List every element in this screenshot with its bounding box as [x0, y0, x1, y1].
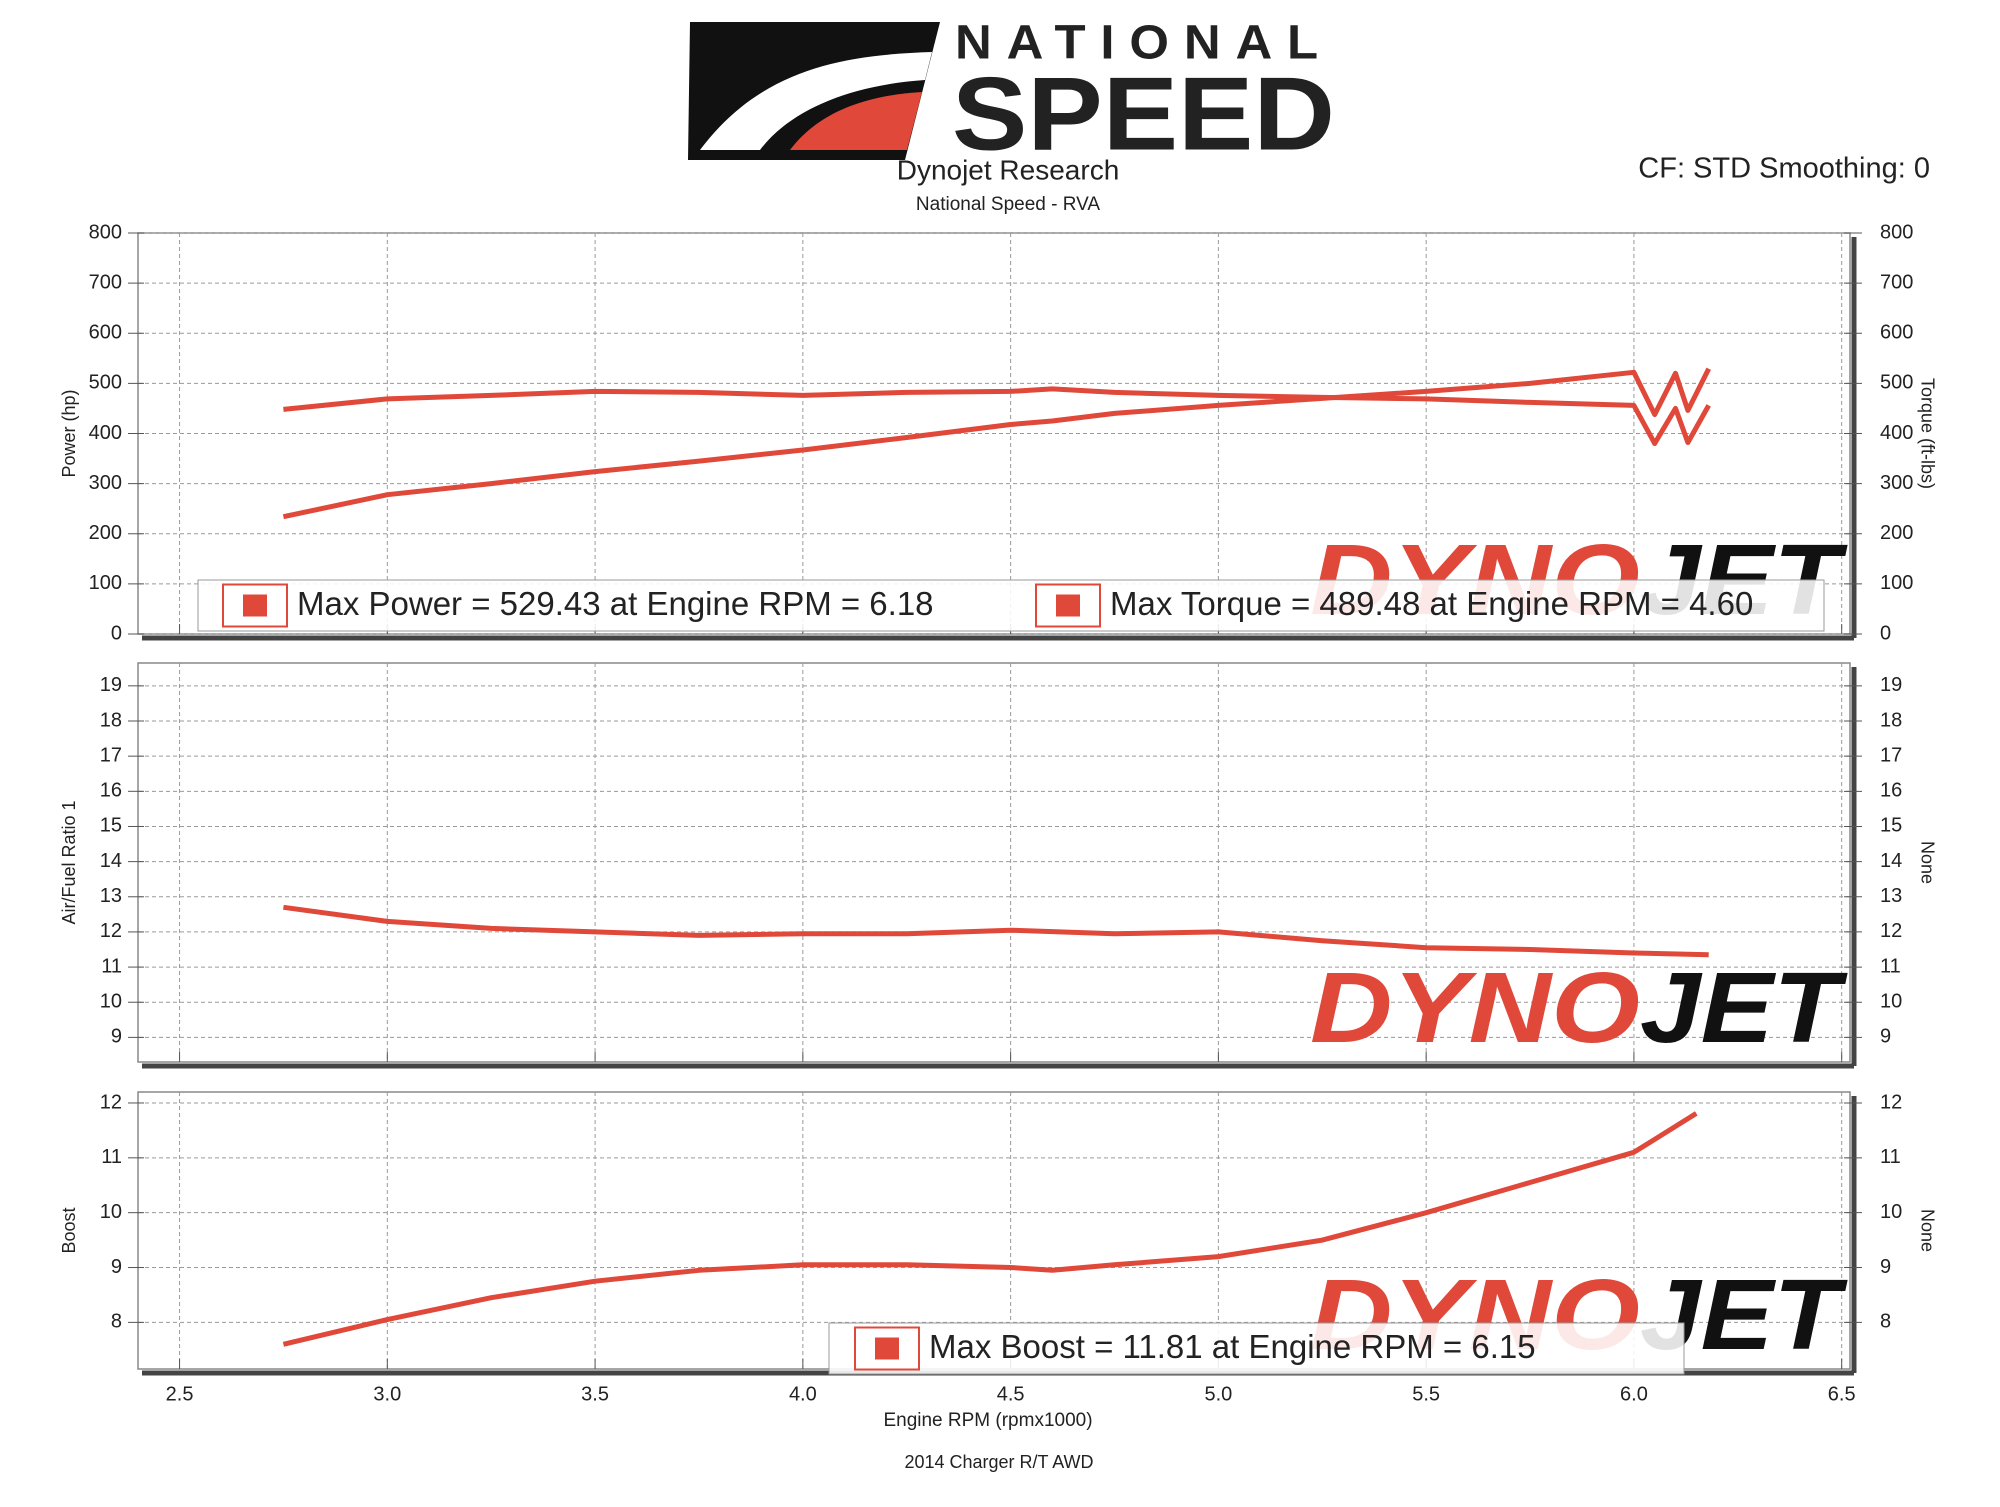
x-tick-label: 6.0 — [1620, 1383, 1648, 1405]
x-tick-label: 3.0 — [373, 1383, 401, 1405]
y-tick-label: 300 — [89, 472, 122, 494]
y2-tick-label: 18 — [1880, 709, 1902, 731]
y2-tick-label: 300 — [1880, 472, 1913, 494]
y2-tick-label: 12 — [1880, 1091, 1902, 1113]
x-tick-label: 4.5 — [997, 1383, 1025, 1405]
y-tick-label: 700 — [89, 271, 122, 293]
logo-swoosh — [700, 52, 932, 150]
watermark: DYNOJET — [1310, 1259, 1849, 1371]
y-tick-label: 11 — [101, 955, 122, 977]
legend-box — [828, 1322, 1685, 1375]
x-axis-label: Engine RPM (rpmx1000) — [883, 1410, 1092, 1431]
legend-swatch-frame — [1035, 583, 1101, 628]
y-tick-label: 400 — [89, 422, 122, 444]
y-tick-label: 100 — [89, 572, 122, 594]
logo-bottom: SPEED — [952, 56, 1335, 172]
y2-tick-label: 14 — [1880, 850, 1902, 872]
data-line — [283, 904, 1709, 958]
panel: 9 10 11 12 13 14 15 16 17 18 19 9 10 11 12 13 14 15 16 17 18… — [59, 662, 1937, 1069]
y-tick-label: 19 — [100, 674, 122, 696]
y-tick-label: 12 — [100, 920, 122, 942]
y-tick-label: 14 — [100, 850, 122, 872]
y-tick-label: 13 — [100, 885, 122, 907]
y-tick-label: 600 — [89, 322, 122, 344]
watermark-part: JET — [1640, 952, 1849, 1064]
y2-tick-label: 0 — [1880, 622, 1891, 644]
y-axis-label: Air/Fuel Ratio 1 — [59, 800, 79, 924]
watermark: DYNOJET — [1310, 952, 1849, 1064]
data-line — [283, 386, 1711, 446]
y2-tick-label: 15 — [1880, 815, 1902, 837]
y-tick-label: 12 — [100, 1091, 122, 1113]
y2-tick-label: 8 — [1880, 1311, 1891, 1333]
y2-tick-label: 200 — [1880, 522, 1913, 544]
y-tick-label: 9 — [111, 1256, 122, 1278]
legend-swatch — [243, 594, 267, 617]
plot-area — [137, 662, 1851, 1063]
legend-swatch-frame — [854, 1326, 920, 1371]
y2-tick-label: 800 — [1880, 221, 1913, 243]
legend-label: Max Boost = 11.81 at Engine RPM = 6.15 — [929, 1328, 1536, 1365]
y-tick-label: 200 — [89, 522, 122, 544]
data-line — [282, 1111, 1698, 1347]
y2-tick-label: 10 — [1880, 1201, 1902, 1223]
y-axis-label: Power (hp) — [59, 389, 79, 477]
legend-swatch — [875, 1337, 899, 1360]
y2-tick-label: 11 — [1880, 1146, 1901, 1168]
y2-tick-label: 100 — [1880, 572, 1913, 594]
y2-axis-label: None — [1917, 1209, 1937, 1252]
logo-swoosh — [790, 92, 922, 150]
y2-tick-label: 11 — [1880, 955, 1901, 977]
y2-tick-label: 12 — [1880, 920, 1902, 942]
y-tick-label: 18 — [100, 709, 122, 731]
y2-tick-label: 9 — [1880, 1256, 1891, 1278]
legend-box — [197, 579, 1825, 632]
y2-tick-label: 9 — [1880, 1026, 1891, 1048]
y-tick-label: 16 — [100, 780, 122, 802]
y2-tick-label: 600 — [1880, 322, 1913, 344]
y2-tick-label: 17 — [1880, 744, 1902, 766]
y-tick-label: 10 — [100, 991, 122, 1013]
footer: 2014 Charger R/T AWD — [904, 1452, 1093, 1472]
y2-tick-label: 10 — [1880, 991, 1902, 1013]
y-tick-label: 8 — [111, 1311, 122, 1333]
x-tick-label: 3.5 — [581, 1383, 609, 1405]
y-tick-label: 500 — [89, 372, 122, 394]
logo: NATIONAL SPEED — [688, 17, 1335, 172]
subtitle: National Speed - RVA — [916, 194, 1100, 215]
y2-tick-label: 500 — [1880, 372, 1913, 394]
legend-label: Max Power = 529.43 at Engine RPM = 6.18 — [297, 585, 934, 622]
y2-tick-label: 19 — [1880, 674, 1902, 696]
x-tick-label: 5.5 — [1412, 1383, 1440, 1405]
panel: 0 100 200 300 400 500 600 700 800 0 100 200 300 400 50… — [59, 221, 1938, 644]
legend-swatch — [1056, 594, 1080, 617]
legend-label: Max Torque = 489.48 at Engine RPM = 4.60 — [1110, 585, 1753, 622]
y2-tick-label: 700 — [1880, 271, 1913, 293]
y2-tick-label: 13 — [1880, 885, 1902, 907]
y2-tick-label: 16 — [1880, 780, 1902, 802]
logo-top: NATIONAL — [955, 17, 1333, 70]
title: Dynojet Research — [897, 154, 1120, 185]
y-tick-label: 11 — [101, 1146, 122, 1168]
x-tick-label: 4.0 — [789, 1383, 817, 1405]
watermark-part: DYNO — [1310, 952, 1640, 1064]
data-line — [282, 367, 1711, 520]
y-tick-label: 17 — [100, 744, 122, 766]
y-tick-label: 15 — [100, 815, 122, 837]
x-tick-label: 5.0 — [1204, 1383, 1232, 1405]
y-tick-label: 0 — [111, 622, 122, 644]
settings: CF: STD Smoothing: 0 — [1638, 153, 1930, 185]
y2-axis-label: None — [1917, 841, 1937, 884]
y-tick-label: 10 — [100, 1201, 122, 1223]
y-tick-label: 800 — [89, 221, 122, 243]
y-tick-label: 9 — [111, 1026, 122, 1048]
y2-axis-label: Torque (ft-lbs) — [1917, 378, 1937, 489]
y2-tick-label: 400 — [1880, 422, 1913, 444]
y-axis-label: Boost — [59, 1207, 79, 1253]
x-tick-label: 2.5 — [166, 1383, 194, 1405]
x-tick-label: 6.5 — [1828, 1383, 1856, 1405]
